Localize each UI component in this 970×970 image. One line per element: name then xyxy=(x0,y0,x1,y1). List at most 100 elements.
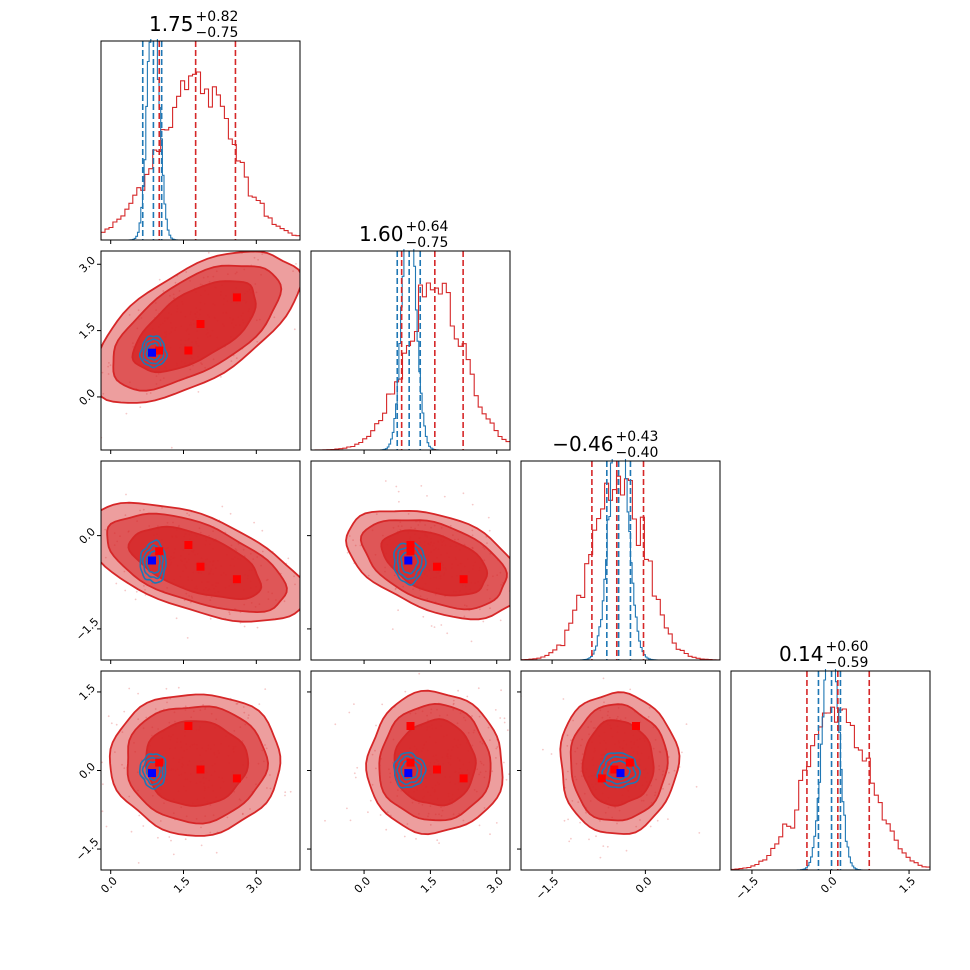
sample-point xyxy=(354,776,357,779)
scatter-panel-3-2 xyxy=(310,460,514,661)
sample-point xyxy=(457,689,459,692)
red-marker-3 xyxy=(433,765,441,774)
sample-point xyxy=(488,529,491,532)
sample-point xyxy=(529,767,531,769)
sample-point xyxy=(673,769,676,772)
sample-point xyxy=(115,582,118,585)
sample-point xyxy=(505,778,508,781)
blue-contour-level-1 xyxy=(596,752,641,789)
sample-point xyxy=(174,281,177,284)
sample-point xyxy=(449,525,452,527)
sample-point xyxy=(247,717,250,719)
sample-point xyxy=(403,835,406,838)
sample-point xyxy=(371,753,374,756)
sample-point xyxy=(154,708,157,710)
sample-point xyxy=(334,723,337,726)
sample-point xyxy=(466,695,469,698)
sample-point xyxy=(526,793,528,795)
sample-point xyxy=(394,588,397,591)
sample-point xyxy=(157,836,159,839)
sample-point xyxy=(470,640,473,643)
sample-point xyxy=(101,810,104,813)
sample-point xyxy=(570,739,572,742)
sample-point xyxy=(433,626,436,628)
sample-point xyxy=(512,595,514,597)
sample-point xyxy=(452,703,455,706)
blue-contour-level-2 xyxy=(142,338,165,365)
sample-point xyxy=(566,745,569,747)
red-marker-2 xyxy=(184,541,193,549)
sample-point xyxy=(176,872,178,874)
sample-point xyxy=(489,739,491,741)
sample-point xyxy=(346,807,348,810)
sample-point xyxy=(570,837,572,840)
sample-point xyxy=(438,842,440,844)
sample-point xyxy=(568,840,571,843)
sample-point xyxy=(264,744,266,746)
red-marker-3 xyxy=(196,765,205,774)
red-marker-4 xyxy=(232,774,241,783)
sample-point xyxy=(123,767,126,769)
sample-point xyxy=(429,824,432,826)
blue-histogram-4 xyxy=(731,669,930,870)
sample-point xyxy=(668,771,670,774)
sample-point xyxy=(197,391,200,393)
y-tick-label: 1.5 xyxy=(77,682,99,704)
sample-point xyxy=(279,232,281,234)
red-contour-level-3 xyxy=(127,525,263,601)
sample-point xyxy=(104,556,107,559)
title-plus: +0.43 xyxy=(616,429,659,445)
sample-point xyxy=(599,856,602,859)
sample-point xyxy=(384,480,387,482)
sample-point xyxy=(137,692,140,695)
sample-point xyxy=(486,542,488,544)
sample-point xyxy=(579,821,581,824)
red-histogram-4 xyxy=(731,706,930,870)
sample-point xyxy=(648,706,651,709)
sample-point xyxy=(128,314,131,316)
sample-point xyxy=(494,709,497,711)
sample-point xyxy=(115,723,118,726)
sample-point xyxy=(220,249,222,251)
sample-point xyxy=(491,770,494,773)
sample-point xyxy=(506,729,509,732)
sample-point xyxy=(667,818,669,820)
sample-point xyxy=(243,711,246,714)
sample-point xyxy=(571,800,574,802)
sample-point xyxy=(406,823,409,825)
red-marker-4 xyxy=(459,575,468,584)
sample-point xyxy=(599,820,601,822)
axes-frame-2-1 xyxy=(100,250,301,451)
sample-point xyxy=(346,551,349,554)
sample-point xyxy=(261,529,264,532)
sample-point xyxy=(356,766,359,769)
sample-point xyxy=(565,778,568,781)
x-tick-label: 0.0 xyxy=(818,874,840,896)
sample-point xyxy=(284,791,287,794)
axes-frame-3-3 xyxy=(520,460,721,661)
sample-point xyxy=(177,686,180,689)
sample-point xyxy=(130,830,133,833)
blue-contour-level-2 xyxy=(601,755,637,785)
blue-marker xyxy=(404,556,413,565)
red-marker-4 xyxy=(597,774,606,783)
sample-point xyxy=(489,607,491,610)
red-histogram-2 xyxy=(311,282,510,450)
sample-point xyxy=(123,710,126,713)
sample-point xyxy=(567,770,569,773)
sample-point xyxy=(471,503,474,506)
sample-point xyxy=(462,819,465,822)
sample-point xyxy=(395,485,398,488)
sample-point xyxy=(422,615,425,618)
sample-point xyxy=(304,716,306,718)
sample-point xyxy=(145,716,148,719)
sample-point xyxy=(698,832,701,834)
sample-point xyxy=(102,392,105,395)
sample-point xyxy=(566,734,569,737)
sample-point xyxy=(348,711,351,714)
sample-point xyxy=(137,862,140,864)
x-tick-label: 1.5 xyxy=(171,874,193,896)
sample-point xyxy=(110,722,113,725)
sample-point xyxy=(121,731,124,733)
sample-point xyxy=(256,340,259,343)
